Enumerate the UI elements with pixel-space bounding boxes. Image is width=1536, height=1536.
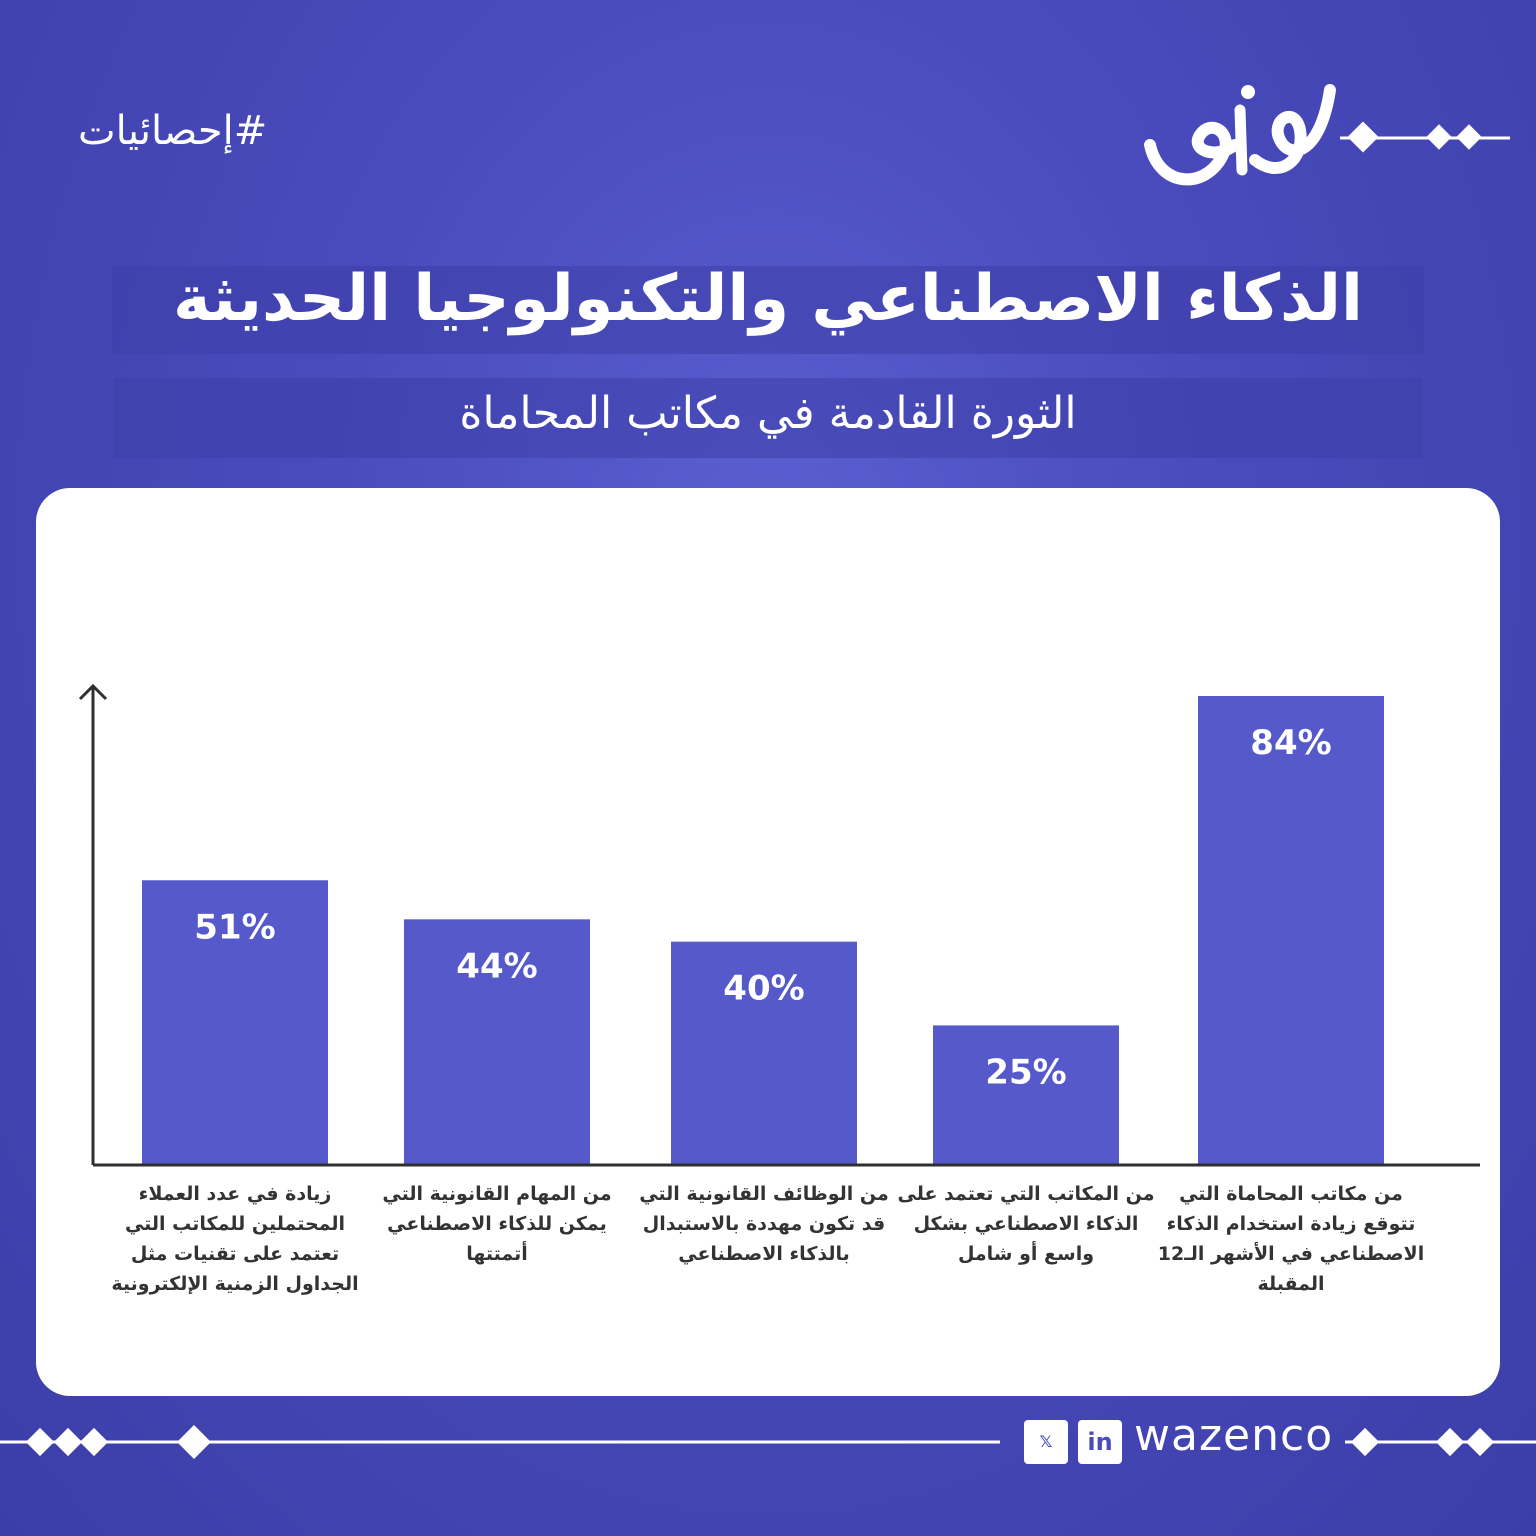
bar-5 (1198, 696, 1384, 1165)
wazen-logo (1130, 50, 1510, 200)
bar-chart: 51% 44% 40% 25% 84% (78, 683, 1480, 1167)
category-label-5: من مكاتب المحاماة التي تتوقع زيادة استخد… (1157, 1183, 1425, 1295)
bar-1 (142, 880, 328, 1165)
category-label-2: من المهام القانونية التي يمكن للذكاء الا… (382, 1183, 612, 1265)
category-label-4: من المكاتب التي تعتمد على الذكاء الاصطنا… (897, 1183, 1155, 1265)
y-axis-arrow (78, 683, 108, 701)
bar-value-label-3: 40% (723, 969, 804, 1009)
chart-card: 51% 44% 40% 25% 84% زيادة في عدد العملاء الم… (36, 488, 1500, 1396)
category-label-3: من الوظائف القانونية التي قد تكون مهددة … (639, 1183, 889, 1265)
category-label-1: زيادة في عدد العملاء المحتملين للمكاتب ا… (111, 1183, 359, 1295)
bar-value-label-2: 44% (456, 946, 537, 986)
subtitle-background (114, 378, 1422, 458)
bar-3 (671, 941, 857, 1165)
bar-4 (933, 1025, 1119, 1165)
page-title: الذكاء الاصطناعي والتكنولوجيا الحديثة (173, 262, 1363, 336)
footer-ornament (0, 1425, 1536, 1459)
hashtag-label: #إحصائيات (78, 108, 268, 154)
page-subtitle: الثورة القادمة في مكاتب المحاماة (459, 388, 1077, 439)
title-background (112, 266, 1424, 354)
brand-name: wazenco (1134, 1410, 1334, 1461)
bar-value-label-1: 51% (194, 907, 275, 947)
bar-value-label-4: 25% (985, 1052, 1066, 1092)
bar-value-label-5: 84% (1250, 723, 1331, 763)
bar-2 (404, 919, 590, 1165)
x-icon[interactable]: 𝕏 (1024, 1420, 1068, 1464)
linkedin-icon[interactable]: in (1078, 1420, 1122, 1464)
